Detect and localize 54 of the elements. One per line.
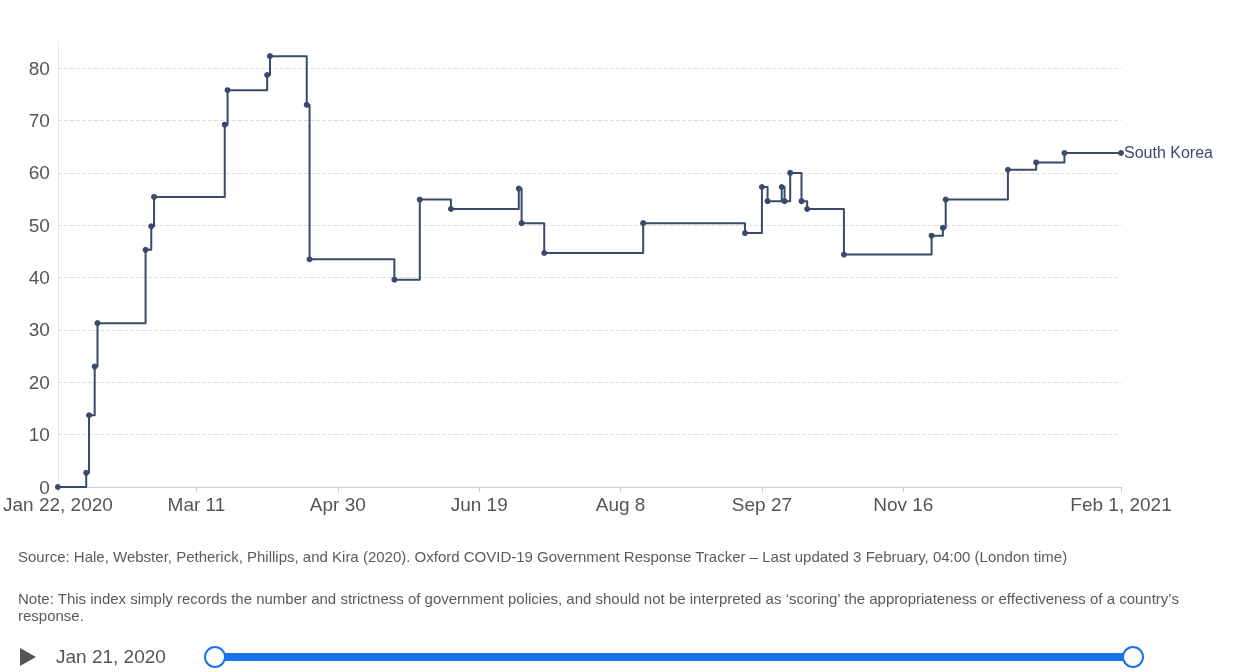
x-tick-label: Sep 27 [731,494,793,515]
y-tick-label: 20 [28,371,50,393]
point [83,469,90,476]
point [303,101,310,108]
point [416,196,423,203]
point [264,71,271,78]
point [86,412,93,419]
point [91,363,98,370]
x-tick-label: Mar 11 [167,494,226,515]
text: Note: This index simply records the number and strictness of government policies, and should not be interpreted as ‘scoring’ the appropriateness or effectiveness of a country’s response. [18,590,1180,624]
y-tick-label: 70 [28,110,50,132]
point [840,251,847,258]
x-tick-label: Feb 1, 2021 [1070,494,1172,515]
point [798,198,805,205]
y-tick-label: 30 [28,319,50,341]
point [515,185,522,192]
point [804,206,811,212]
y-tick-label: 10 [28,424,50,446]
point [1033,159,1040,166]
series-label: South Korea [1124,144,1214,162]
point [764,198,771,205]
point [640,220,647,227]
point [224,87,231,94]
y-tick-label: 60 [28,162,50,184]
point [541,249,548,256]
point [928,232,935,239]
point [1004,166,1011,173]
point [221,121,228,128]
point [391,276,398,283]
text: Jan 21, 2020 [56,646,166,668]
point [266,53,273,60]
point [939,224,946,231]
point [142,246,149,253]
x-tick-label: Aug 8 [595,494,646,515]
point [1061,149,1068,156]
point [148,223,155,230]
point [1118,149,1124,156]
source-note: Source: Hale, Webster, Petherick, Phillips, and Kira (2020). Oxford COVID-19 Government Response Tracker – Last updated 3 February, 04:00 (London time) [18,548,1069,565]
y-tick-label: 80 [28,57,50,79]
y-tick-label: 40 [28,267,50,289]
point [781,198,788,205]
x-tick-label: Jun 19 [450,494,508,515]
point [787,169,794,176]
x-tick-label: Nov 16 [873,494,934,515]
point [94,320,101,327]
point [758,184,765,191]
point [741,230,748,237]
point [306,256,313,263]
x-tick-label: Apr 30 [309,494,366,515]
point [447,206,454,212]
point [518,220,525,227]
point [778,184,785,191]
y-tick-label: 50 [28,214,50,236]
point [151,193,158,200]
